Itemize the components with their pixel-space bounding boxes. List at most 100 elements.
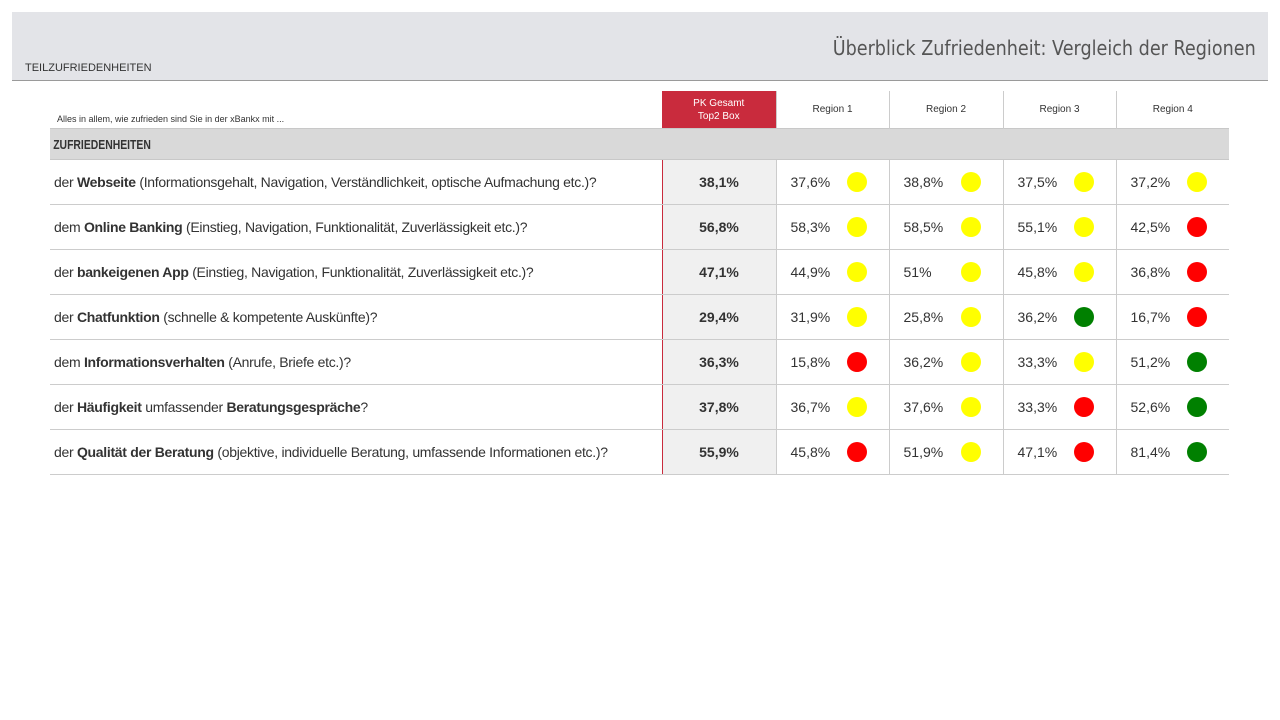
label-post: (Einstieg, Navigation, Funktionalität, Z…: [188, 264, 534, 280]
region-value: 33,3%: [1017, 354, 1058, 370]
status-yellow-dot-icon: [960, 172, 981, 192]
region-value: 37,6%: [903, 399, 944, 415]
label-post: (Einstieg, Navigation, Funktionalität, Z…: [182, 219, 528, 235]
label-bold: Online Banking: [83, 219, 183, 235]
region-cell: 33,3%: [1002, 339, 1116, 385]
region-cell: 47,1%: [1002, 429, 1116, 475]
label-post: (Anrufe, Briefe etc.)?: [224, 354, 351, 370]
region-value: 44,9%: [790, 264, 831, 280]
page-title: Überblick Zufriedenheit: Vergleich der R…: [832, 36, 1256, 60]
region-cell: 44,9%: [775, 249, 889, 295]
region-value: 45,8%: [790, 444, 831, 460]
status-yellow-dot-icon: [960, 397, 981, 417]
region-value: 37,6%: [790, 174, 831, 190]
status-red-dot-icon: [1187, 307, 1207, 327]
pk-header: PK Gesamt Top2 Box: [662, 91, 776, 129]
region-cell: 45,8%: [1002, 249, 1116, 295]
region-cell: 52,6%: [1115, 384, 1229, 430]
label-post: (objektive, individuelle Beratung, umfas…: [213, 444, 608, 460]
region-cell: 42,5%: [1115, 204, 1229, 250]
row-label: dem Online Banking (Einstieg, Navigation…: [50, 204, 662, 250]
region-cell: 31,9%: [775, 294, 889, 340]
region-cell: 33,3%: [1002, 384, 1116, 430]
pk-total-value: 38,1%: [661, 159, 776, 205]
status-yellow-dot-icon: [1073, 352, 1094, 372]
region-cell: 37,6%: [888, 384, 1003, 430]
label-bold: Qualität der Beratung: [76, 444, 214, 460]
page-subtitle: TEILZUFRIEDENHEITEN: [25, 62, 152, 74]
status-yellow-dot-icon: [960, 307, 981, 327]
label-post: (Informationsgehalt, Navigation, Verstän…: [135, 174, 597, 190]
table-row: der Häufigkeit umfassender Beratungsgesp…: [50, 384, 1229, 430]
status-yellow-dot-icon: [960, 352, 981, 372]
region-cell: 25,8%: [888, 294, 1003, 340]
region-header: Region 2: [888, 91, 1003, 129]
region-value: 25,8%: [903, 309, 944, 325]
label-bold: Häufigkeit: [76, 399, 142, 415]
status-red-dot-icon: [1187, 262, 1207, 282]
status-yellow-dot-icon: [960, 442, 981, 462]
region-value: 51%: [903, 264, 932, 280]
status-yellow-dot-icon: [1073, 172, 1094, 192]
region-header: Region 1: [775, 91, 889, 129]
status-green-dot-icon: [1073, 307, 1094, 327]
question-label: Alles in allem, wie zufrieden sind Sie i…: [57, 114, 285, 124]
pk-total-value: 56,8%: [661, 204, 776, 250]
status-yellow-dot-icon: [1073, 217, 1094, 237]
region-cell: 36,8%: [1115, 249, 1229, 295]
row-label: der Webseite (Informationsgehalt, Naviga…: [50, 159, 662, 205]
region-cell: 58,3%: [775, 204, 889, 250]
region-value: 36,2%: [903, 354, 944, 370]
status-red-dot-icon: [1187, 217, 1207, 237]
region-value: 16,7%: [1130, 309, 1171, 325]
label-bold: bankeigenen App: [76, 264, 189, 280]
region-value: 15,8%: [790, 354, 831, 370]
table-row: dem Online Banking (Einstieg, Navigation…: [50, 204, 1229, 250]
region-value: 58,5%: [903, 219, 944, 235]
pk-total-value: 29,4%: [661, 294, 776, 340]
status-yellow-dot-icon: [960, 217, 981, 237]
header-bar: Überblick Zufriedenheit: Vergleich der R…: [12, 12, 1268, 81]
status-yellow-dot-icon: [846, 172, 867, 192]
region-cell: 36,2%: [888, 339, 1003, 385]
section-header: ZUFRIEDENHEITEN: [50, 128, 1229, 160]
status-green-dot-icon: [1187, 397, 1207, 417]
label-bold: Webseite: [76, 174, 136, 190]
label-bold: Informationsverhalten: [83, 354, 225, 370]
label-bold: Beratungsgespräche: [226, 399, 361, 415]
region-value: 81,4%: [1130, 444, 1171, 460]
region-cell: 51,2%: [1115, 339, 1229, 385]
region-cell: 16,7%: [1115, 294, 1229, 340]
region-value: 37,5%: [1017, 174, 1058, 190]
status-yellow-dot-icon: [960, 262, 981, 282]
row-label: der Chatfunktion (schnelle & kompetente …: [50, 294, 662, 340]
region-value: 36,8%: [1130, 264, 1171, 280]
status-green-dot-icon: [1187, 352, 1207, 372]
region-cell: 37,6%: [775, 159, 889, 205]
region-value: 37,2%: [1130, 174, 1171, 190]
label-bold: Chatfunktion: [76, 309, 160, 325]
pk-header-line1: PK Gesamt: [693, 97, 745, 109]
table-row: der Qualität der Beratung (objektive, in…: [50, 429, 1229, 475]
region-cell: 45,8%: [775, 429, 889, 475]
label-pre: dem: [54, 219, 84, 235]
region-value: 51,2%: [1130, 354, 1171, 370]
table-row: der Webseite (Informationsgehalt, Naviga…: [50, 159, 1229, 205]
region-value: 31,9%: [790, 309, 831, 325]
row-label: der bankeigenen App (Einstieg, Navigatio…: [50, 249, 662, 295]
pk-total-value: 55,9%: [661, 429, 776, 475]
pk-total-value: 37,8%: [661, 384, 776, 430]
region-cell: 37,2%: [1115, 159, 1229, 205]
status-red-dot-icon: [846, 352, 867, 372]
region-cell: 51%: [888, 249, 1003, 295]
row-label: dem Informationsverhalten (Anrufe, Brief…: [50, 339, 662, 385]
region-header: Region 3: [1002, 91, 1116, 129]
label-post: umfassender: [141, 399, 227, 415]
table-row: der bankeigenen App (Einstieg, Navigatio…: [50, 249, 1229, 295]
region-value: 58,3%: [790, 219, 831, 235]
region-value: 33,3%: [1017, 399, 1058, 415]
region-value: 42,5%: [1130, 219, 1171, 235]
status-yellow-dot-icon: [1187, 172, 1207, 192]
status-yellow-dot-icon: [846, 397, 867, 417]
label-pre: dem: [54, 354, 84, 370]
